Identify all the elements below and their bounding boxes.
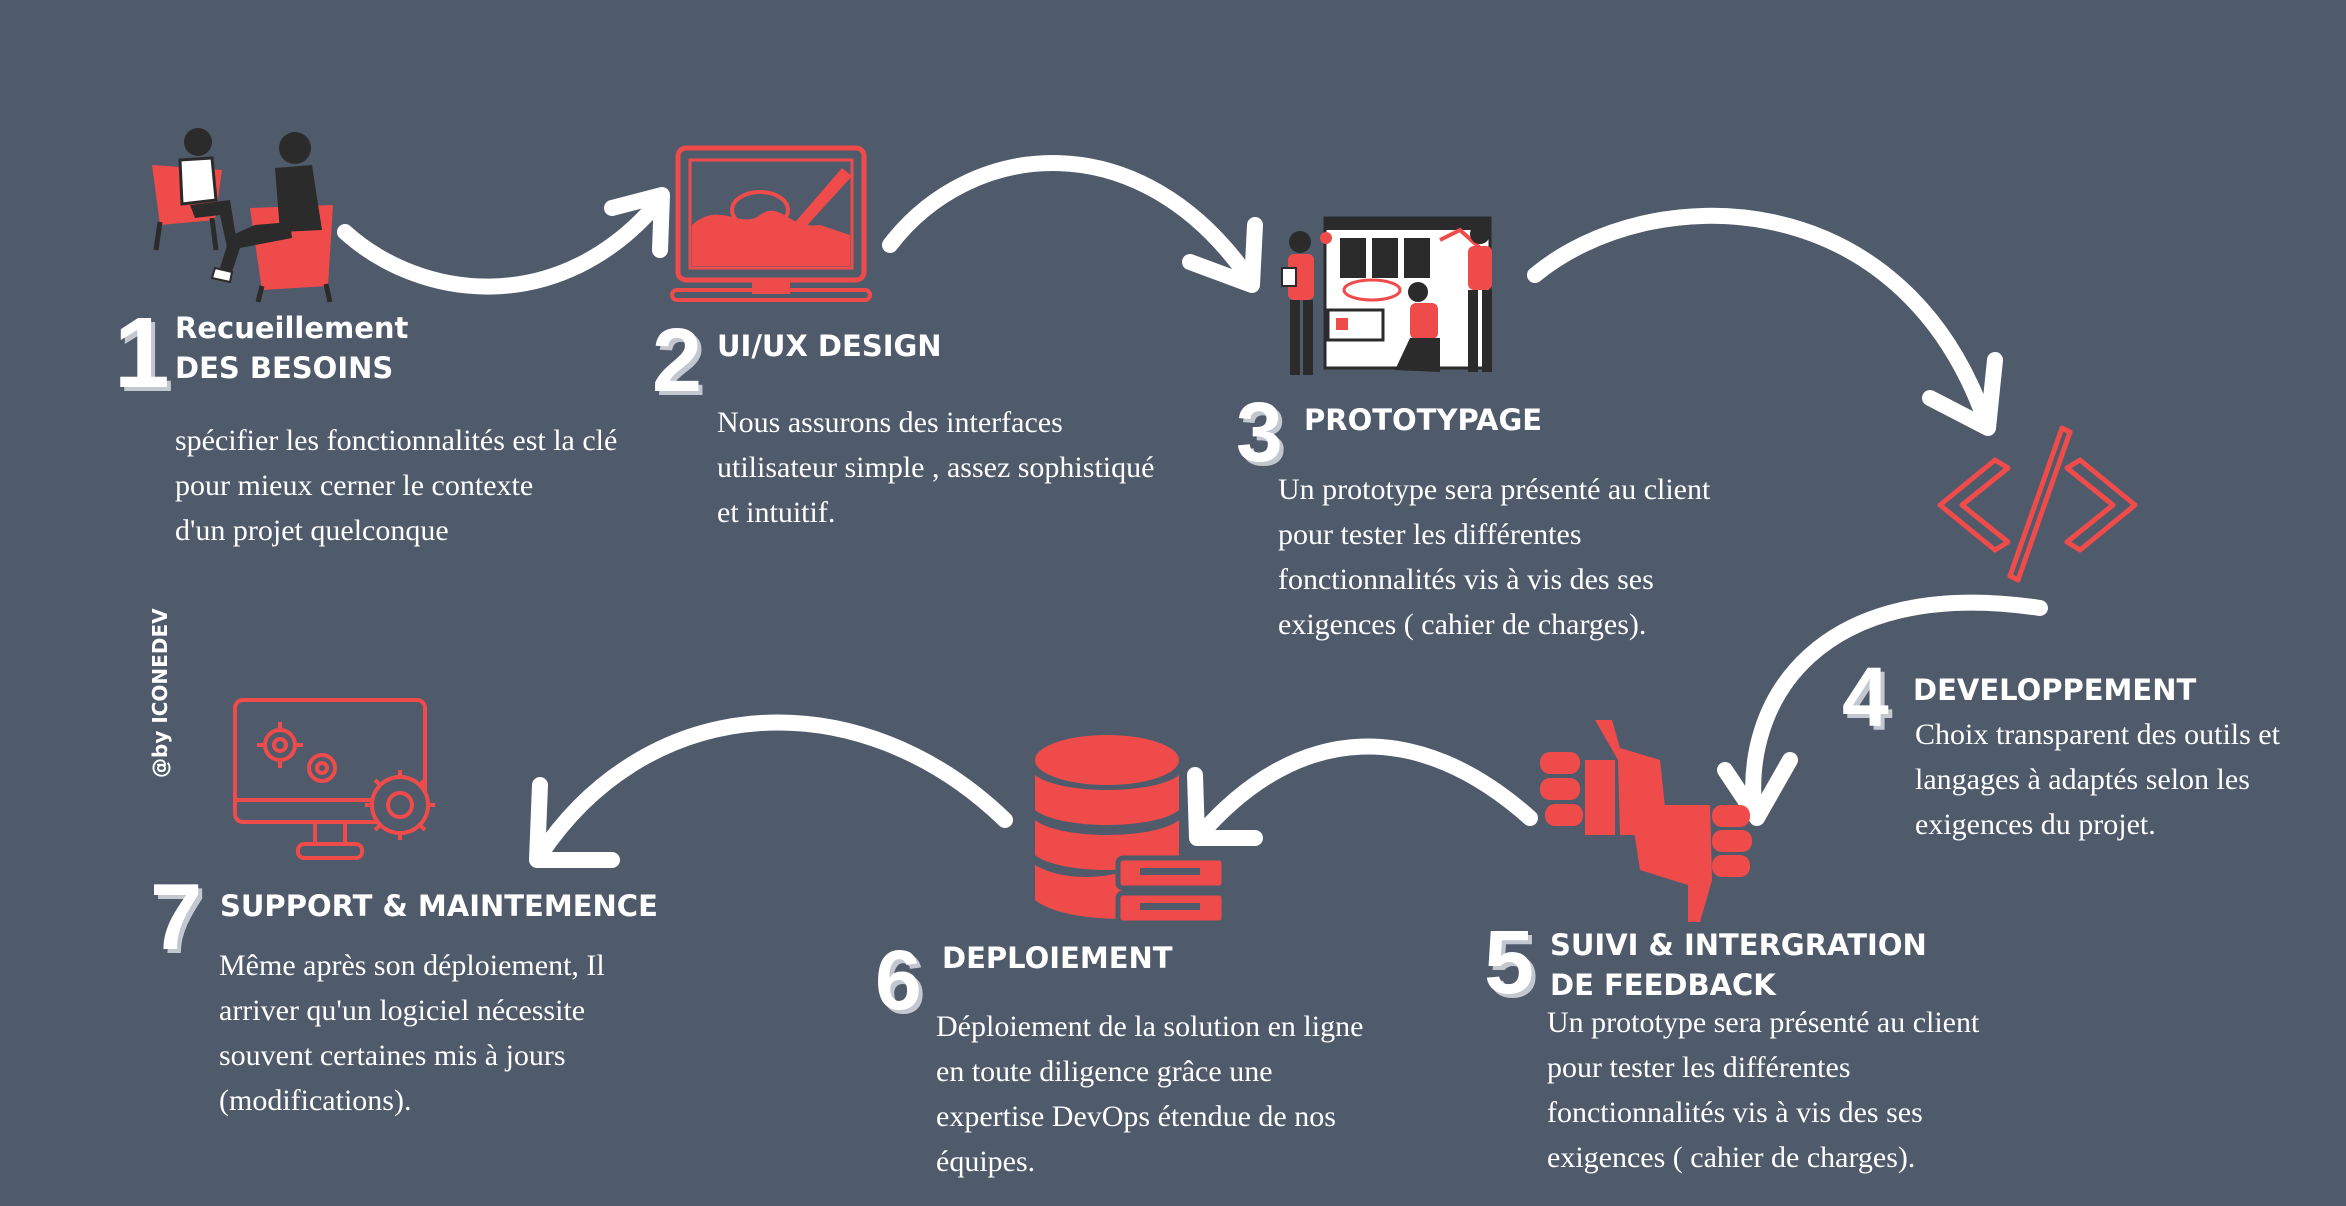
arrow-4-to-5: [1717, 594, 2048, 826]
step-desc-line: équipes.: [936, 1145, 1036, 1178]
step-number: 1: [114, 297, 170, 409]
step-desc-line: Nous assurons des interfaces: [717, 406, 1063, 439]
step-number: 2: [652, 311, 703, 411]
step-desc-line: (modifications).: [219, 1084, 412, 1117]
step-description: Un prototype sera présenté au client pou…: [1547, 1000, 1979, 1180]
arrow-2-to-3: [882, 155, 1263, 293]
arrow-3-to-4: [1527, 207, 2003, 436]
arrow-5-to-6: [1187, 738, 1538, 846]
gear-monitor-icon: [233, 698, 435, 860]
step-title-line: DES BESOINS: [175, 351, 394, 385]
flow-arrows: [337, 155, 2048, 868]
step-number: 3: [1236, 385, 1283, 479]
step-desc-line: arriver qu'un logiciel nécessite: [219, 994, 586, 1027]
step-desc-line: et intuitif.: [717, 496, 836, 529]
step-title-line: Recueillement: [175, 311, 409, 345]
database-server-icon: [1035, 735, 1227, 926]
step-desc-line: expertise DevOps étendue de nos: [936, 1100, 1336, 1133]
step-desc-line: fonctionnalités vis à vis des ses: [1547, 1096, 1923, 1129]
step-desc-line: Un prototype sera présenté au client: [1278, 473, 1711, 506]
step-desc-line: pour mieux cerner le contexte: [175, 469, 534, 502]
step-title-line: SUIVI & INTERGRATION: [1550, 928, 1927, 962]
step-desc-line: exigences ( cahier de charges).: [1278, 608, 1647, 641]
step-title: PROTOTYPAGE: [1304, 400, 1542, 440]
meeting-people-icon: [152, 128, 333, 303]
arrow-6-to-7: [529, 714, 1013, 868]
step-desc-line: exigences du projet.: [1915, 808, 2156, 841]
step-number: 4: [1842, 650, 1889, 744]
step-desc-line: exigences ( cahier de charges).: [1547, 1141, 1916, 1174]
step-desc-line: d'un projet quelconque: [175, 514, 449, 547]
step-title-line: DEPLOIEMENT: [942, 941, 1173, 975]
step-title: DEVELOPPEMENT: [1913, 670, 2196, 710]
step-number: 6: [875, 933, 922, 1027]
step-title-line: DEVELOPPEMENT: [1913, 673, 2197, 707]
step-description: Déploiement de la solution en ligne en t…: [936, 1004, 1363, 1184]
code-brackets-icon: [1937, 425, 2138, 583]
step-desc-line: fonctionnalités vis à vis des ses: [1278, 563, 1654, 596]
step-desc-line: Même après son déploiement, Il: [219, 949, 605, 982]
step-desc-line: pour tester les différentes: [1278, 518, 1582, 551]
step-title-line: PROTOTYPAGE: [1304, 403, 1543, 437]
step-desc-line: Un prototype sera présenté au client: [1547, 1006, 1980, 1039]
step-title-line: UI/UX DESIGN: [717, 329, 942, 363]
step-description: Nous assurons des interfaces utilisateur…: [717, 400, 1154, 535]
arrow-1-to-2: [337, 187, 670, 295]
step-desc-line: spécifier les fonctionnalités est la clé: [175, 424, 618, 457]
step-desc-line: souvent certaines mis à jours: [219, 1039, 566, 1072]
step-desc-line: langages à adaptés selon les: [1915, 763, 2250, 796]
step-title: Recueillement DES BESOINS: [175, 308, 408, 388]
step-title: UI/UX DESIGN: [717, 326, 942, 366]
thumbs-feedback-icon: [1540, 720, 1752, 922]
step-desc-line: pour tester les différentes: [1547, 1051, 1851, 1084]
step-desc-line: utilisateur simple , assez sophistiqué: [717, 451, 1155, 484]
step-description: Choix transparent des outils et langages…: [1915, 712, 2280, 847]
step-title-line: DE FEEDBACK: [1550, 968, 1776, 1002]
step-description: Un prototype sera présenté au client pou…: [1278, 467, 1710, 647]
step-title: DEPLOIEMENT: [942, 938, 1173, 978]
step-title-line: SUPPORT & MAINTEMENCE: [220, 889, 658, 923]
step-number: 5: [1484, 913, 1535, 1013]
prototype-team-icon: [1281, 216, 1492, 375]
step-desc-line: Déploiement de la solution en ligne: [936, 1010, 1364, 1043]
step-title: SUIVI & INTERGRATION DE FEEDBACK: [1550, 925, 1927, 1005]
step-desc-line: en toute diligence grâce une: [936, 1055, 1273, 1088]
step-number: 7: [150, 864, 203, 969]
step-description: Même après son déploiement, Il arriver q…: [219, 943, 605, 1123]
design-monitor-icon: [670, 145, 872, 302]
step-description: spécifier les fonctionnalités est la clé…: [175, 418, 617, 553]
step-desc-line: Choix transparent des outils et: [1915, 718, 2280, 751]
step-title: SUPPORT & MAINTEMENCE: [220, 886, 658, 926]
credit-label: @by ICONEDEV: [148, 608, 172, 778]
